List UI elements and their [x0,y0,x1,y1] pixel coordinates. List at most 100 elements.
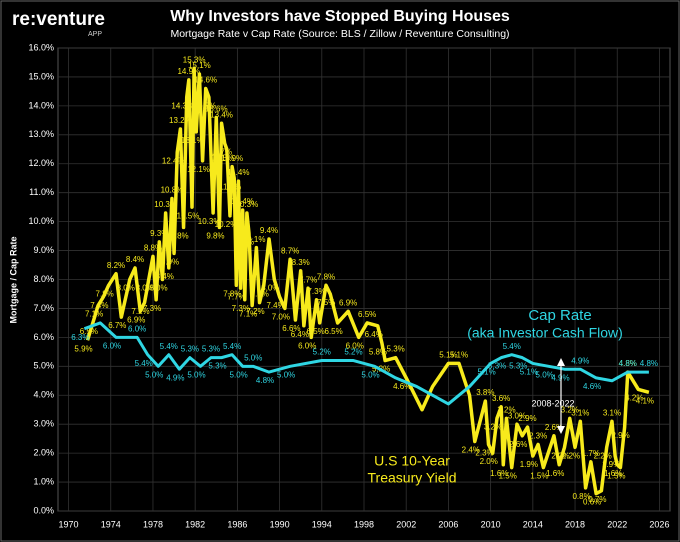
data-label: 7.3% [143,304,161,313]
data-label: 3.2% [484,423,502,432]
data-label: 5.0% [361,370,379,379]
data-label: 10.3% [154,200,177,209]
data-label: 6.4% [291,330,309,339]
data-label: 1.6% [490,469,508,478]
data-label: 5.3% [387,345,405,354]
data-label: 6.0% [103,341,121,350]
data-label: 13.6% [205,105,228,114]
chart-subtitle: Mortgage Rate v Cap Rate (Source: BLS / … [170,28,509,40]
data-label: 10.5% [177,211,200,220]
data-label: 4.6% [393,382,411,391]
data-label: 4.8% [619,359,637,368]
annotation: (aka Investor Cash Flow) [467,325,623,341]
data-label: 6.0% [346,341,364,350]
x-tick-label: 2022 [607,519,627,529]
data-label: 5.1% [450,351,468,360]
x-tick-label: 2006 [438,519,458,529]
data-label: 1.6% [546,469,564,478]
data-label: 5.0% [277,370,295,379]
data-label: 9.1% [247,235,265,244]
data-label: 5.4% [503,342,521,351]
data-label: 11.9% [221,154,243,163]
y-tick-label: 11.0% [29,187,54,197]
data-label: 9.4% [260,226,278,235]
data-label: 6.0% [298,341,316,350]
data-label: 6.3% [71,333,89,342]
data-label: 3.1% [603,408,621,417]
data-label: 1.5% [499,472,517,481]
data-label: 5.0% [230,370,248,379]
x-tick-label: 1994 [312,519,332,529]
data-label: 2.6% [545,423,563,432]
data-label: 14.9% [177,67,200,76]
data-label: 13.1% [181,136,204,145]
data-label: 4.9% [166,373,184,382]
data-label: 6.5% [325,327,343,336]
data-label: 4.8% [619,359,637,368]
data-label: 5.3% [202,345,220,354]
data-label: 4.1% [636,396,654,405]
data-label: 5.4% [135,359,153,368]
data-label: 9.3% [150,229,168,238]
data-label: 0.8% [572,492,590,501]
data-label: 5.3% [181,345,199,354]
series-line [83,321,649,406]
data-label: 2.0% [480,457,498,466]
x-tick-label: 1990 [270,519,290,529]
data-label: 12.5% [211,153,234,162]
data-label: 3.1% [571,408,589,417]
data-label: 2.3% [529,432,547,441]
data-label: 11.4% [227,168,249,177]
data-label: 7.2% [131,307,149,316]
data-label: 10.8% [161,186,184,195]
data-label: 7.7% [227,292,245,301]
data-label: 5.4% [223,342,241,351]
data-label: 7.4% [90,301,108,310]
data-label: 7.1% [239,310,257,319]
arrow-head [557,358,565,434]
data-label: 9.8% [206,232,224,241]
data-label: 6.9% [339,298,357,307]
annotation: Cap Rate [528,307,591,324]
data-label: 12.1% [187,165,210,174]
data-label: 5.9% [74,344,92,353]
y-tick-label: 5.0% [33,361,54,371]
data-label: 5.0% [536,370,554,379]
data-label: 7.3% [307,287,325,296]
data-label: 13.2% [169,116,192,125]
data-label: 6.5% [307,327,325,336]
x-tick-label: 2014 [523,519,543,529]
y-tick-label: 3.0% [33,419,54,429]
y-tick-label: 1.0% [33,476,54,486]
data-label: 8.8% [144,243,162,252]
data-label: 5.1% [478,368,496,377]
data-label: 2.9% [518,414,536,423]
y-tick-label: 2.0% [33,448,54,458]
data-label: 0.7% [588,495,606,504]
y-tick-label: 10.0% [28,216,54,226]
data-label: 8.2% [107,261,125,270]
data-label: 2.6% [509,440,527,449]
data-label: 8.9% [161,258,179,267]
data-label: 9.6% [236,237,254,246]
data-label: 15.3% [183,55,206,64]
data-label: 2.2% [551,451,569,460]
data-label: 4.9% [571,356,589,365]
data-label: 5.0% [187,370,205,379]
data-label: 6.7% [108,321,126,330]
series-line [85,66,650,496]
annotation: 2008-2022 [531,398,574,408]
y-tick-label: 15.0% [28,71,54,81]
data-label: 5.4% [160,342,178,351]
data-label: 8.4% [156,272,174,281]
data-label: 4.8% [256,376,274,385]
data-label: 11.5% [219,182,241,191]
y-tick-label: 9.0% [33,245,54,255]
data-label: 15.1% [188,61,211,70]
x-tick-label: 2002 [396,519,416,529]
y-tick-label: 6.0% [33,332,54,342]
data-label: 4.6% [583,382,601,391]
x-tick-label: 1998 [354,519,374,529]
data-label: 6.5% [80,327,98,336]
